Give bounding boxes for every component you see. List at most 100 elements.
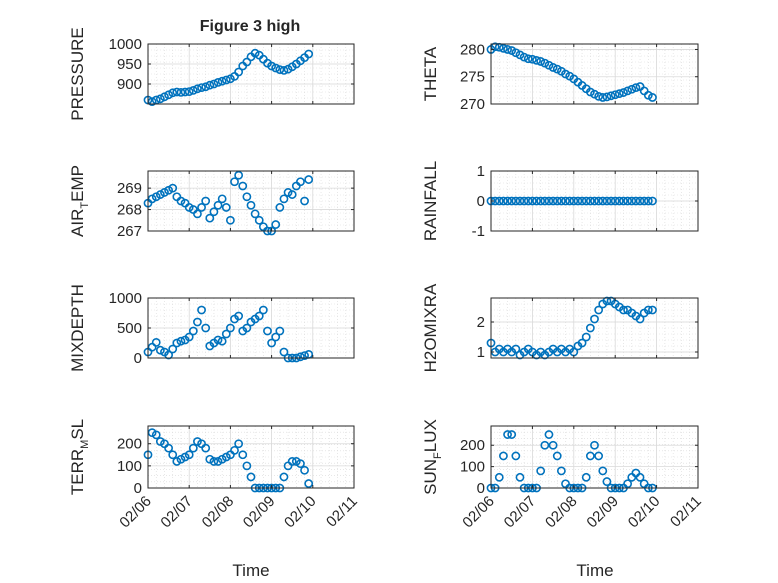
subplot-pressure: 900 950 1000 PRESSURE <box>68 27 355 121</box>
data-point <box>230 445 239 455</box>
data-point <box>221 75 231 85</box>
data-point <box>217 336 227 346</box>
data-point <box>548 63 558 72</box>
data-point <box>635 472 645 482</box>
data-point <box>523 54 533 64</box>
data-point <box>594 196 604 206</box>
data-point <box>594 305 604 315</box>
data-point <box>151 337 161 347</box>
y-tick-label: 1000 <box>109 36 142 53</box>
data-point <box>267 61 276 71</box>
data-point <box>279 347 289 357</box>
data-point <box>544 430 554 439</box>
subplot-air_temp: 267 268 269 AIRTEMP <box>68 165 355 240</box>
y-tick-label: 100 <box>117 458 142 475</box>
data-point <box>250 209 260 219</box>
data-point <box>234 439 244 449</box>
data-point <box>648 196 657 206</box>
data-point <box>275 203 285 212</box>
data-point <box>598 196 608 206</box>
y-tick-label: 0 <box>134 480 142 497</box>
axes-box <box>147 425 355 489</box>
data-point <box>176 88 186 97</box>
data-point <box>258 305 268 315</box>
data-point <box>300 351 309 360</box>
data-point <box>577 196 587 206</box>
data-point <box>151 430 161 440</box>
data-point <box>573 196 583 206</box>
y-tick-label: 0 <box>477 193 485 210</box>
y-tick-label: 0 <box>477 480 485 497</box>
data-point <box>164 443 173 453</box>
data-point <box>619 196 628 206</box>
data-point <box>503 45 512 54</box>
data-point <box>304 479 314 488</box>
data-point <box>528 54 537 64</box>
data-point <box>201 82 211 92</box>
y-axis-label: PRESSURE <box>68 27 87 121</box>
data-point <box>296 459 305 469</box>
data-point <box>602 92 612 102</box>
data-point <box>499 451 508 461</box>
data-point <box>209 457 219 466</box>
data-point <box>627 84 637 94</box>
data-point <box>184 87 194 96</box>
data-point <box>635 314 645 324</box>
data-point <box>188 326 198 336</box>
data-point <box>279 66 289 75</box>
axes-box <box>490 43 699 105</box>
data-point <box>494 472 504 482</box>
data-point <box>590 440 599 450</box>
data-point <box>585 451 595 461</box>
data-point <box>213 200 223 210</box>
data-point <box>631 196 641 206</box>
data-point <box>494 196 504 206</box>
y-tick-label: -1 <box>472 223 485 240</box>
y-axis-label: TERRMSL <box>68 419 91 495</box>
data-point <box>511 451 521 461</box>
data-point <box>164 350 173 360</box>
data-point <box>221 203 231 212</box>
data-point <box>230 177 239 187</box>
axes-box <box>490 425 699 489</box>
data-point <box>246 200 256 210</box>
data-point <box>552 196 562 206</box>
data-point <box>168 450 178 460</box>
data-point <box>544 196 554 206</box>
data-point <box>499 196 508 206</box>
data-point <box>532 55 541 65</box>
axes-box <box>147 43 355 105</box>
data-point <box>238 450 248 460</box>
y-axis-label: THETA <box>421 46 440 101</box>
data-point <box>623 196 633 206</box>
data-point <box>209 207 219 217</box>
y-axis-label: AIRTEMP <box>68 165 91 237</box>
data-point <box>304 175 314 184</box>
data-point <box>234 170 244 180</box>
y-axis-label: MIXDEPTH <box>68 284 87 372</box>
data-point <box>197 83 206 92</box>
data-point <box>172 338 182 348</box>
data-point <box>168 88 178 98</box>
data-point <box>540 196 550 206</box>
data-point <box>511 344 521 354</box>
data-point <box>635 196 645 206</box>
data-point <box>590 314 599 324</box>
data-point <box>287 190 297 199</box>
figure-title: Figure 3 high <box>200 18 300 35</box>
data-point <box>201 323 211 333</box>
data-point <box>250 48 260 58</box>
data-point <box>193 317 202 327</box>
data-point <box>234 311 244 321</box>
data-point <box>176 336 186 346</box>
data-point <box>201 196 211 206</box>
y-tick-label: 900 <box>117 76 142 93</box>
data-point <box>602 296 612 306</box>
data-point <box>197 203 206 212</box>
data-point <box>536 466 546 476</box>
y-tick-label: 275 <box>460 69 485 86</box>
y-tick-label: 200 <box>117 436 142 453</box>
y-tick-label: 268 <box>117 202 142 219</box>
data-point <box>254 215 264 225</box>
